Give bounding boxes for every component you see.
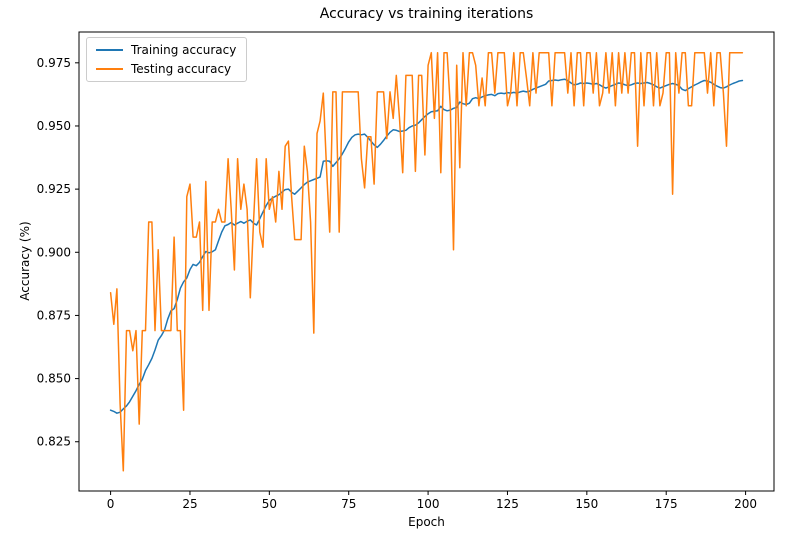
x-axis-tick-label: 150 (575, 497, 598, 511)
legend-label-testing: Testing accuracy (131, 62, 232, 76)
legend-item-training: Training accuracy (96, 43, 236, 57)
legend-line-training (96, 49, 123, 51)
x-axis-tick-label: 200 (734, 497, 757, 511)
x-axis-tick-label: 25 (182, 497, 197, 511)
x-axis-label: Epoch (408, 515, 445, 529)
legend-item-testing: Testing accuracy (96, 62, 236, 76)
chart-title: Accuracy vs training iterations (319, 6, 534, 22)
y-axis-tick-label: 0.975 (37, 56, 71, 70)
x-axis-tick-label: 75 (341, 497, 356, 511)
x-axis-tick-label: 100 (417, 497, 440, 511)
y-axis-label: Accuracy (%) (18, 221, 32, 301)
y-axis-tick-label: 0.950 (37, 119, 71, 133)
legend-label-training: Training accuracy (131, 43, 237, 57)
y-axis-tick-label: 0.900 (37, 245, 71, 259)
testing-accuracy-line (109, 51, 744, 472)
plot-border (78, 31, 775, 492)
x-axis-tick-label: 175 (655, 497, 678, 511)
legend: Training accuracy Testing accuracy (86, 37, 248, 82)
y-axis-tick-label: 0.875 (37, 308, 71, 322)
x-axis-tick-label: 125 (496, 497, 519, 511)
x-axis-tick-label: 0 (107, 497, 115, 511)
y-axis-tick-label: 0.850 (37, 372, 71, 386)
legend-line-testing (96, 68, 123, 70)
y-axis-tick-label: 0.925 (37, 182, 71, 196)
y-axis-tick-label: 0.825 (37, 435, 71, 449)
x-axis-tick-label: 50 (262, 497, 277, 511)
